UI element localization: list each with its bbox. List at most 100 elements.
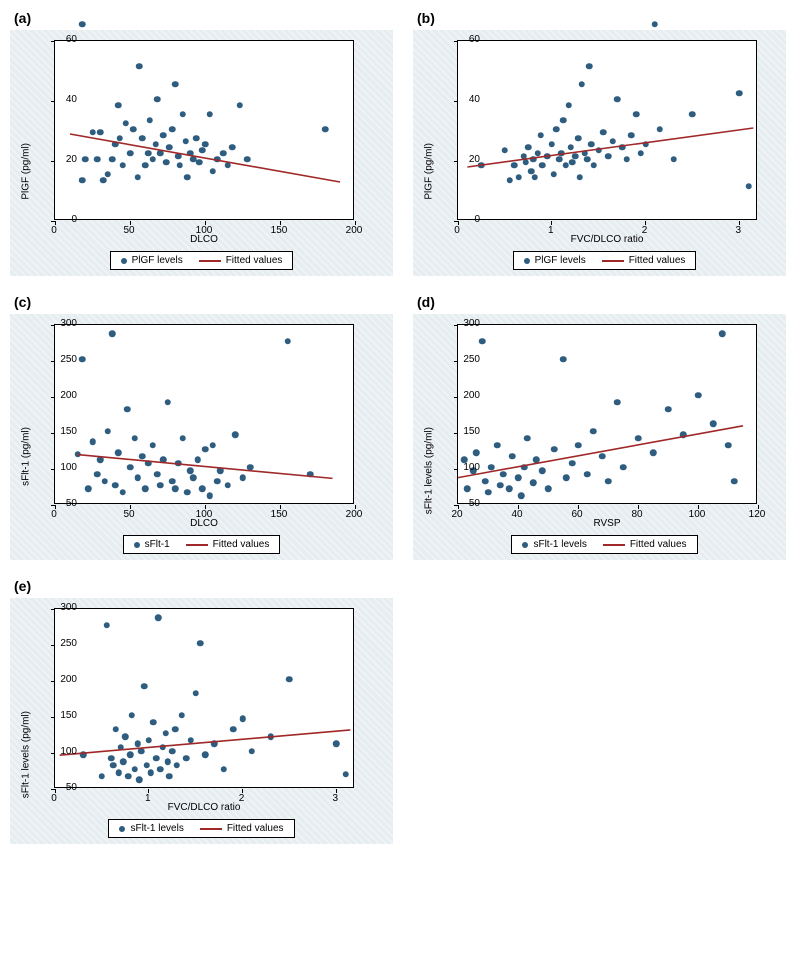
y-tick-label: 0 bbox=[452, 214, 480, 225]
y-tick-label: 50 bbox=[452, 498, 480, 509]
plot-wrap-b: PlGF (pg/ml)02040600123FVC/DLCO ratio bbox=[457, 40, 786, 245]
y-tick-label: 300 bbox=[452, 318, 480, 329]
x-tick-label: 0 bbox=[42, 509, 66, 520]
panel-d: sFlt-1 levels (pg/ml)5010015020025030020… bbox=[413, 314, 786, 560]
y-tick-label: 150 bbox=[49, 710, 77, 721]
y-tick-label: 40 bbox=[452, 94, 480, 105]
cell-c: (c) sFlt-1 (pg/ml)5010015020025030005010… bbox=[10, 294, 393, 560]
y-tick-label: 20 bbox=[452, 154, 480, 165]
x-tick-label: 60 bbox=[565, 509, 589, 520]
panel-a: PlGF (pg/ml)0204060050100150200DLCOPlGF … bbox=[10, 30, 393, 276]
legend-label: sFlt-1 levels bbox=[533, 539, 586, 550]
y-axis-title-c: sFlt-1 (pg/ml) bbox=[21, 427, 32, 486]
y-tick-label: 250 bbox=[452, 354, 480, 365]
cell-e: (e) sFlt-1 levels (pg/ml)501001502002503… bbox=[10, 578, 393, 844]
cell-empty bbox=[413, 578, 786, 844]
x-tick-label: 20 bbox=[445, 509, 469, 520]
y-tick-label: 0 bbox=[49, 214, 77, 225]
x-tick-label: 50 bbox=[117, 509, 141, 520]
y-tick-label: 20 bbox=[49, 154, 77, 165]
y-tick-label: 200 bbox=[49, 674, 77, 685]
legend-label: PlGF levels bbox=[132, 255, 183, 266]
legend-b: PlGF levels Fitted values bbox=[513, 251, 697, 270]
x-axis-title-b: FVC/DLCO ratio bbox=[457, 234, 757, 245]
panel-label-b: (b) bbox=[417, 10, 786, 26]
y-tick-label: 40 bbox=[49, 94, 77, 105]
legend-label: sFlt-1 levels bbox=[130, 823, 183, 834]
fit-line-e bbox=[55, 609, 355, 789]
x-tick-label: 0 bbox=[445, 225, 469, 236]
plot-area-a bbox=[54, 40, 354, 220]
y-tick-label: 100 bbox=[452, 462, 480, 473]
panel-c: sFlt-1 (pg/ml)50100150200250300050100150… bbox=[10, 314, 393, 560]
fit-line-b bbox=[458, 41, 758, 221]
x-tick-label: 80 bbox=[625, 509, 649, 520]
circle-icon bbox=[522, 542, 528, 548]
panel-label-a: (a) bbox=[14, 10, 393, 26]
y-axis-title-e: sFlt-1 levels (pg/ml) bbox=[21, 711, 32, 798]
y-tick-label: 100 bbox=[49, 746, 77, 757]
line-icon bbox=[602, 260, 624, 262]
cell-d: (d) sFlt-1 levels (pg/ml)501001502002503… bbox=[413, 294, 786, 560]
legend-label: Fitted values bbox=[227, 823, 284, 834]
data-point bbox=[79, 21, 86, 28]
x-axis-title-e: FVC/DLCO ratio bbox=[54, 802, 354, 813]
y-tick-label: 250 bbox=[49, 354, 77, 365]
legend-item-points: PlGF levels bbox=[524, 255, 586, 266]
y-tick-label: 100 bbox=[49, 462, 77, 473]
y-tick-label: 300 bbox=[49, 602, 77, 613]
x-tick-label: 200 bbox=[342, 509, 366, 520]
legend-e: sFlt-1 levels Fitted values bbox=[108, 819, 294, 838]
y-tick-label: 50 bbox=[49, 782, 77, 793]
x-tick-label: 120 bbox=[745, 509, 769, 520]
legend-label: Fitted values bbox=[630, 539, 687, 550]
x-tick-label: 1 bbox=[539, 225, 563, 236]
line-icon bbox=[186, 544, 208, 546]
legend-item-points: PlGF levels bbox=[121, 255, 183, 266]
circle-icon bbox=[134, 542, 140, 548]
y-tick-label: 300 bbox=[49, 318, 77, 329]
x-axis-title-d: RVSP bbox=[457, 518, 757, 529]
legend-label: Fitted values bbox=[629, 255, 686, 266]
legend-item-fit: Fitted values bbox=[603, 539, 687, 550]
legend-label: Fitted values bbox=[213, 539, 270, 550]
figure-grid: (a) PlGF (pg/ml)0204060050100150200DLCOP… bbox=[10, 10, 786, 844]
plot-wrap-a: PlGF (pg/ml)0204060050100150200DLCO bbox=[54, 40, 383, 245]
panel-b: PlGF (pg/ml)02040600123FVC/DLCO ratio PlG… bbox=[413, 30, 786, 276]
x-tick-label: 100 bbox=[192, 225, 216, 236]
y-tick-label: 150 bbox=[452, 426, 480, 437]
x-tick-label: 100 bbox=[192, 509, 216, 520]
legend-c: sFlt-1 Fitted values bbox=[123, 535, 281, 554]
plot-area-e bbox=[54, 608, 354, 788]
x-tick-label: 200 bbox=[342, 225, 366, 236]
x-tick-label: 150 bbox=[267, 509, 291, 520]
y-axis-title-a: PlGF (pg/ml) bbox=[21, 143, 32, 200]
circle-icon bbox=[119, 826, 125, 832]
x-tick-label: 150 bbox=[267, 225, 291, 236]
plot-area-b bbox=[457, 40, 757, 220]
panel-e: sFlt-1 levels (pg/ml)5010015020025030001… bbox=[10, 598, 393, 844]
x-tick-label: 100 bbox=[685, 509, 709, 520]
x-tick-label: 50 bbox=[117, 225, 141, 236]
legend-d: sFlt-1 levels Fitted values bbox=[511, 535, 697, 554]
circle-icon bbox=[524, 258, 530, 264]
fit-line-c bbox=[55, 325, 355, 505]
y-axis-title-d: sFlt-1 levels (pg/ml) bbox=[424, 427, 435, 514]
plot-wrap-d: sFlt-1 levels (pg/ml)5010015020025030020… bbox=[457, 324, 786, 529]
cell-a: (a) PlGF (pg/ml)0204060050100150200DLCOP… bbox=[10, 10, 393, 276]
legend-item-fit: Fitted values bbox=[200, 823, 284, 834]
plot-wrap-c: sFlt-1 (pg/ml)50100150200250300050100150… bbox=[54, 324, 383, 529]
legend-item-points: sFlt-1 levels bbox=[119, 823, 183, 834]
y-tick-label: 200 bbox=[49, 390, 77, 401]
legend-label: sFlt-1 bbox=[145, 539, 170, 550]
line-icon bbox=[603, 544, 625, 546]
x-tick-label: 0 bbox=[42, 225, 66, 236]
legend-label: PlGF levels bbox=[535, 255, 586, 266]
y-tick-label: 150 bbox=[49, 426, 77, 437]
y-axis-title-b: PlGF (pg/ml) bbox=[424, 143, 435, 200]
cell-b: (b) PlGF (pg/ml)02040600123FVC/DLCO rati… bbox=[413, 10, 786, 276]
legend-item-fit: Fitted values bbox=[199, 255, 283, 266]
plot-area-d bbox=[457, 324, 757, 504]
fit-line-d bbox=[458, 325, 758, 505]
x-tick-label: 2 bbox=[230, 793, 254, 804]
